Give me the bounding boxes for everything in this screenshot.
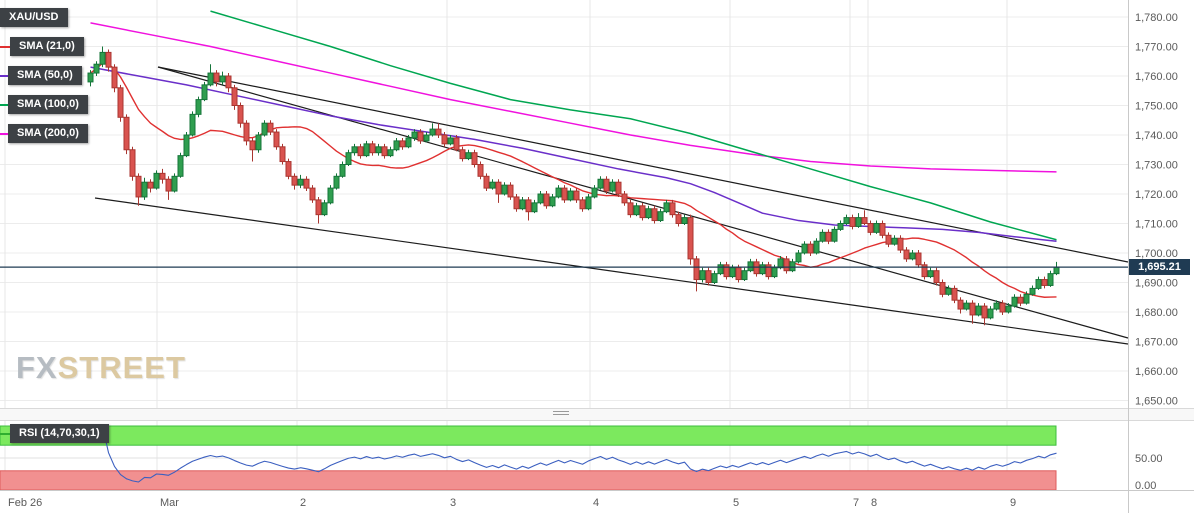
svg-text:50.00: 50.00 <box>1135 453 1163 465</box>
svg-text:Feb 26: Feb 26 <box>8 497 42 509</box>
symbol-badge-row: XAU/USD <box>0 8 88 27</box>
watermark-fx: FX <box>16 350 58 385</box>
sma-lines-layer <box>90 10 1057 298</box>
svg-text:4: 4 <box>593 497 599 509</box>
fxstreet-watermark: FXSTREET <box>16 350 186 386</box>
svg-text:1,780.00: 1,780.00 <box>1135 12 1178 24</box>
rsi-line-swatch <box>0 432 10 435</box>
sma21-line-swatch <box>0 45 10 48</box>
legend-item-sma21[interactable]: SMA (21,0) <box>0 37 88 56</box>
legend-item-sma200[interactable]: SMA (200,0) <box>0 124 88 143</box>
svg-text:1,700.00: 1,700.00 <box>1135 248 1178 260</box>
rsi-label: RSI (14,70,30,1) <box>10 424 109 443</box>
symbol-badge[interactable]: XAU/USD <box>0 8 68 27</box>
svg-text:1,730.00: 1,730.00 <box>1135 160 1178 172</box>
svg-text:1,770.00: 1,770.00 <box>1135 42 1178 54</box>
legend-item-rsi[interactable]: RSI (14,70,30,1) <box>0 424 109 443</box>
rsi-bands-layer <box>0 425 1057 491</box>
svg-text:1,650.00: 1,650.00 <box>1135 396 1178 408</box>
svg-text:3: 3 <box>450 497 456 509</box>
svg-text:1,750.00: 1,750.00 <box>1135 101 1178 113</box>
svg-text:0.00: 0.00 <box>1135 480 1156 492</box>
watermark-street: STREET <box>57 350 186 385</box>
svg-text:1,660.00: 1,660.00 <box>1135 366 1178 378</box>
svg-text:1,670.00: 1,670.00 <box>1135 337 1178 349</box>
sma100-line-swatch <box>0 103 8 106</box>
candles-layer <box>87 46 1060 326</box>
svg-text:1,680.00: 1,680.00 <box>1135 307 1178 319</box>
sma50-label: SMA (50,0) <box>8 66 82 85</box>
svg-text:1,760.00: 1,760.00 <box>1135 71 1178 83</box>
legend-item-sma100[interactable]: SMA (100,0) <box>0 95 88 114</box>
last-price-tag: 1,695.21 <box>1129 259 1190 275</box>
rsi-line-layer <box>101 425 1057 483</box>
chart-legend: XAU/USD SMA (21,0) SMA (50,0) SMA (100,0… <box>0 8 88 143</box>
svg-text:5: 5 <box>733 497 739 509</box>
svg-text:7: 7 <box>853 497 859 509</box>
sma50-line-swatch <box>0 74 8 77</box>
svg-text:2: 2 <box>300 497 306 509</box>
svg-text:9: 9 <box>1010 497 1016 509</box>
sma200-label: SMA (200,0) <box>8 124 88 143</box>
legend-item-sma50[interactable]: SMA (50,0) <box>0 66 88 85</box>
sma200-line-swatch <box>0 132 8 135</box>
panel-resize-handle-icon[interactable] <box>552 409 570 418</box>
svg-text:Mar: Mar <box>160 497 179 509</box>
svg-text:1,720.00: 1,720.00 <box>1135 189 1178 201</box>
trend-lines-layer <box>94 66 1129 345</box>
svg-text:1,690.00: 1,690.00 <box>1135 278 1178 290</box>
svg-text:1,740.00: 1,740.00 <box>1135 130 1178 142</box>
svg-text:8: 8 <box>871 497 877 509</box>
sma100-label: SMA (100,0) <box>8 95 88 114</box>
sma21-label: SMA (21,0) <box>10 37 84 56</box>
svg-text:1,710.00: 1,710.00 <box>1135 219 1178 231</box>
